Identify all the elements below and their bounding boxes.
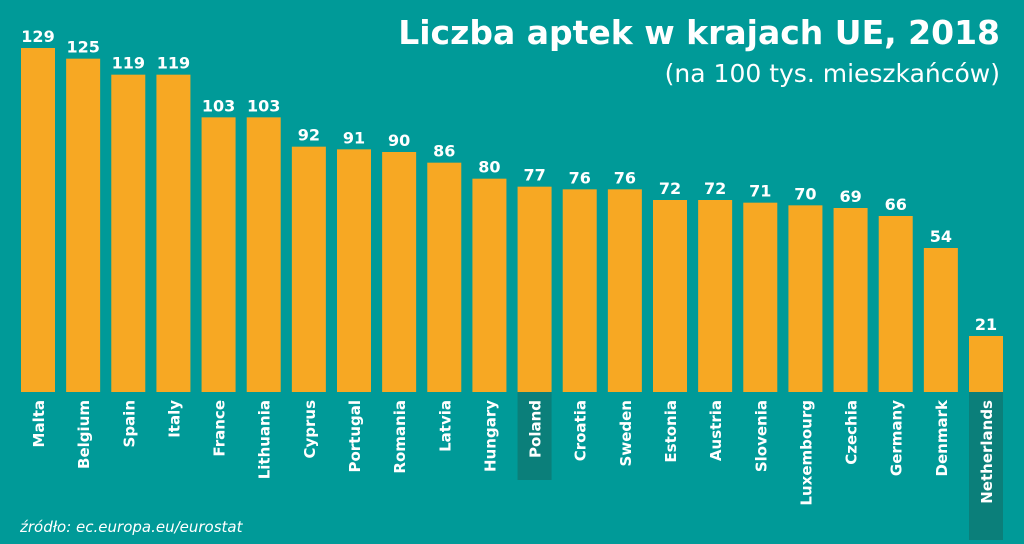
category-label-france: France — [211, 400, 229, 457]
bar-austria — [698, 200, 733, 392]
bar-croatia — [562, 189, 597, 392]
value-label-sweden: 76 — [614, 168, 636, 187]
source-note: źródło: ec.europa.eu/eurostat — [19, 518, 244, 536]
highlight-layer — [517, 392, 1003, 540]
highlight-band-netherlands — [969, 392, 1003, 540]
category-label-italy: Italy — [165, 400, 183, 438]
chart-subtitle: (na 100 tys. mieszkańców) — [665, 59, 1000, 88]
category-labels-layer: Malta Belgium Spain Italy France Lithuania Cyp… — [30, 399, 996, 506]
bar-spain — [111, 74, 146, 393]
category-label-luxembourg: Luxembourg — [797, 400, 815, 506]
value-label-latvia: 86 — [433, 142, 455, 161]
category-label-poland: Poland — [527, 400, 545, 458]
bar-luxembourg — [788, 205, 823, 392]
value-label-belgium: 125 — [66, 38, 99, 57]
bar-estonia — [653, 200, 687, 392]
bar-france — [201, 117, 236, 392]
category-label-croatia: Croatia — [572, 400, 590, 461]
highlight-band-poland — [517, 392, 552, 480]
value-label-portugal: 91 — [343, 128, 365, 147]
category-label-belgium: Belgium — [75, 400, 93, 469]
value-label-romania: 90 — [388, 131, 410, 150]
category-label-estonia: Estonia — [662, 400, 680, 463]
bar-malta — [21, 48, 55, 392]
category-label-slovenia: Slovenia — [752, 400, 770, 472]
bar-belgium — [66, 58, 101, 393]
value-label-germany: 66 — [885, 195, 907, 214]
value-label-estonia: 72 — [659, 179, 681, 198]
category-label-cyprus: Cyprus — [301, 400, 319, 459]
bar-germany — [878, 216, 913, 392]
bar-netherlands — [969, 336, 1003, 392]
category-label-sweden: Sweden — [617, 400, 635, 466]
value-label-poland: 77 — [523, 166, 545, 185]
category-label-germany: Germany — [888, 400, 906, 476]
value-label-denmark: 54 — [930, 227, 952, 246]
bar-czechia — [833, 208, 868, 392]
value-label-spain: 119 — [112, 54, 145, 73]
category-label-spain: Spain — [120, 400, 138, 447]
bars-layer — [21, 48, 1003, 393]
category-label-portugal: Portugal — [346, 400, 364, 473]
category-label-netherlands: Netherlands — [978, 400, 996, 504]
value-label-france: 103 — [202, 96, 235, 115]
category-label-malta: Malta — [30, 400, 48, 447]
category-label-romania: Romania — [391, 400, 409, 474]
bar-denmark — [923, 248, 958, 392]
bar-lithuania — [246, 117, 281, 392]
value-label-cyprus: 92 — [298, 126, 320, 145]
category-label-austria: Austria — [707, 400, 725, 461]
category-label-latvia: Latvia — [436, 400, 454, 452]
bar-romania — [382, 152, 417, 392]
bar-cyprus — [291, 146, 326, 392]
value-label-luxembourg: 70 — [794, 184, 816, 203]
value-label-lithuania: 103 — [247, 96, 280, 115]
bar-italy — [156, 74, 191, 393]
value-label-hungary: 80 — [478, 158, 500, 177]
bar-sweden — [607, 189, 642, 392]
value-labels-layer: 129 125 119 119 103 103 92 91 90 86 80 77 76 76 72 72 71… — [21, 27, 997, 334]
bar-slovenia — [743, 202, 778, 392]
category-label-denmark: Denmark — [933, 399, 951, 476]
value-label-italy: 119 — [157, 54, 190, 73]
bar-portugal — [337, 149, 371, 392]
value-label-malta: 129 — [21, 27, 54, 46]
bar-latvia — [427, 162, 462, 392]
category-label-hungary: Hungary — [481, 400, 499, 472]
bar-poland — [517, 186, 552, 392]
value-label-croatia: 76 — [569, 168, 591, 187]
category-label-czechia: Czechia — [843, 400, 861, 465]
value-label-austria: 72 — [704, 179, 726, 198]
bar-hungary — [472, 178, 507, 392]
chart-title: Liczba aptek w krajach UE, 2018 — [398, 13, 1000, 52]
value-label-slovenia: 71 — [749, 182, 771, 201]
category-label-lithuania: Lithuania — [256, 400, 274, 479]
value-label-czechia: 69 — [839, 187, 861, 206]
value-label-netherlands: 21 — [975, 315, 997, 334]
